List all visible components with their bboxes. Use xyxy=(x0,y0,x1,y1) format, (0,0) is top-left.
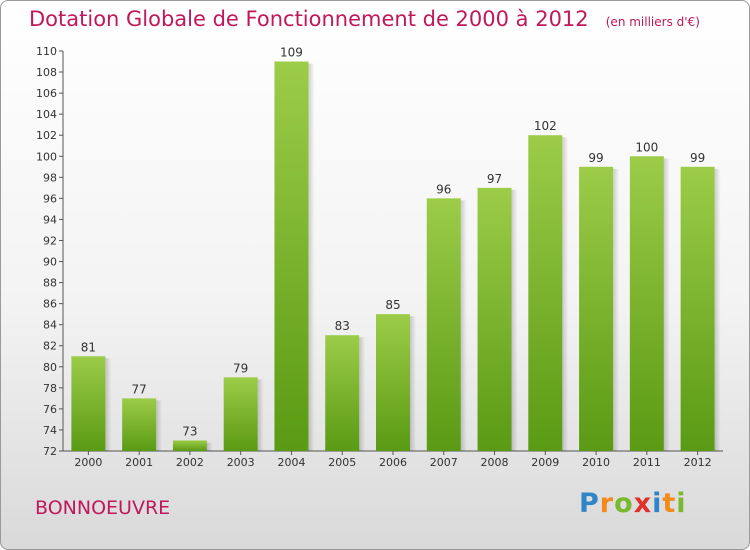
logo-letter: o xyxy=(614,488,634,519)
bar xyxy=(274,61,309,452)
data-label: 96 xyxy=(436,182,451,196)
y-tick-label: 102 xyxy=(36,129,57,142)
bar xyxy=(426,198,461,451)
y-tick-label: 98 xyxy=(43,171,57,184)
bar-shadow xyxy=(714,168,721,451)
y-tick-label: 84 xyxy=(43,319,57,332)
bar-shadow xyxy=(257,379,264,451)
x-tick-label: 2011 xyxy=(633,456,661,469)
data-label: 77 xyxy=(132,382,147,396)
proxiti-logo: Proxiti xyxy=(579,488,687,519)
y-tick-label: 100 xyxy=(36,150,57,163)
data-label: 81 xyxy=(81,340,96,354)
data-label: 109 xyxy=(280,46,303,60)
data-label: 100 xyxy=(635,140,658,154)
logo-letter: i xyxy=(676,488,687,519)
x-tick-label: 2005 xyxy=(328,456,356,469)
data-label: 97 xyxy=(487,172,502,186)
x-tick-label: 2004 xyxy=(277,456,305,469)
bar-shadow xyxy=(613,168,620,451)
logo-letter: x xyxy=(633,488,653,519)
x-tick-label: 2007 xyxy=(430,456,458,469)
y-tick-label: 94 xyxy=(43,213,57,226)
data-label: 79 xyxy=(233,361,248,375)
axes: 72 74 76 78 80 82 84 86 88 90 92 94 96 98 100 102 104 106… xyxy=(36,45,723,469)
y-tick-label: 86 xyxy=(43,298,57,311)
y-tick-label: 72 xyxy=(43,445,57,458)
x-tick-label: 2002 xyxy=(176,456,204,469)
bar xyxy=(629,156,664,451)
logo-letter: t xyxy=(662,488,677,519)
bar-shadow xyxy=(206,442,213,451)
y-tick-label: 78 xyxy=(43,382,57,395)
x-tick-label: 2009 xyxy=(531,456,559,469)
y-tick-label: 110 xyxy=(36,45,57,58)
bar-shadow xyxy=(410,316,416,451)
logo-letter: P xyxy=(579,488,600,519)
bar-shadow xyxy=(511,189,518,451)
y-tick-label: 106 xyxy=(36,87,57,100)
y-tick-label: 96 xyxy=(43,192,57,205)
bar xyxy=(223,377,258,451)
bars-group: 81 77 73 79 109 83 85 96 97 102 99 100 99 xyxy=(71,46,721,452)
bar-shadow xyxy=(105,358,112,451)
y-tick-label: 76 xyxy=(43,403,57,416)
bar-shadow xyxy=(308,63,315,452)
y-tick-label: 80 xyxy=(43,361,57,374)
y-tick-label: 88 xyxy=(43,277,57,290)
bar xyxy=(325,335,360,451)
bar-shadow xyxy=(359,337,366,451)
x-tick-label: 2008 xyxy=(481,456,509,469)
y-tick-label: 74 xyxy=(43,424,57,437)
bar xyxy=(376,314,410,451)
x-tick-label: 2003 xyxy=(227,456,255,469)
logo-letter: i xyxy=(652,488,663,519)
data-label: 73 xyxy=(182,424,197,438)
x-tick-label: 2006 xyxy=(379,456,407,469)
y-tick-label: 90 xyxy=(43,256,57,269)
bar-shadow xyxy=(663,158,670,451)
bar xyxy=(172,440,207,451)
x-tick-label: 2010 xyxy=(582,456,610,469)
title-row: Dotation Globale de Fonctionnement de 20… xyxy=(29,7,700,31)
commune-name: BONNOEUVRE xyxy=(35,497,171,519)
data-label: 102 xyxy=(534,119,557,133)
bar xyxy=(528,135,563,452)
y-tick-label: 104 xyxy=(36,108,57,121)
x-tick-label: 2001 xyxy=(125,456,153,469)
chart-subtitle: (en milliers d'€) xyxy=(605,15,700,29)
bar-shadow xyxy=(156,400,163,451)
bar xyxy=(122,398,157,451)
bar xyxy=(71,356,106,451)
data-label: 99 xyxy=(690,151,705,165)
y-tick-label: 82 xyxy=(43,340,57,353)
data-label: 83 xyxy=(335,319,350,333)
data-label: 85 xyxy=(385,298,400,312)
x-tick-label: 2000 xyxy=(74,456,102,469)
bar xyxy=(680,166,715,451)
y-tick-label: 92 xyxy=(43,234,57,247)
bar-shadow xyxy=(562,137,569,452)
bar-shadow xyxy=(460,200,467,451)
bar xyxy=(477,187,512,451)
logo-letter: r xyxy=(599,488,615,519)
x-tick-label: 2012 xyxy=(684,456,712,469)
bar xyxy=(579,166,614,451)
y-tick-label: 108 xyxy=(36,66,57,79)
data-label: 99 xyxy=(588,151,603,165)
chart-title: Dotation Globale de Fonctionnement de 20… xyxy=(29,7,589,31)
